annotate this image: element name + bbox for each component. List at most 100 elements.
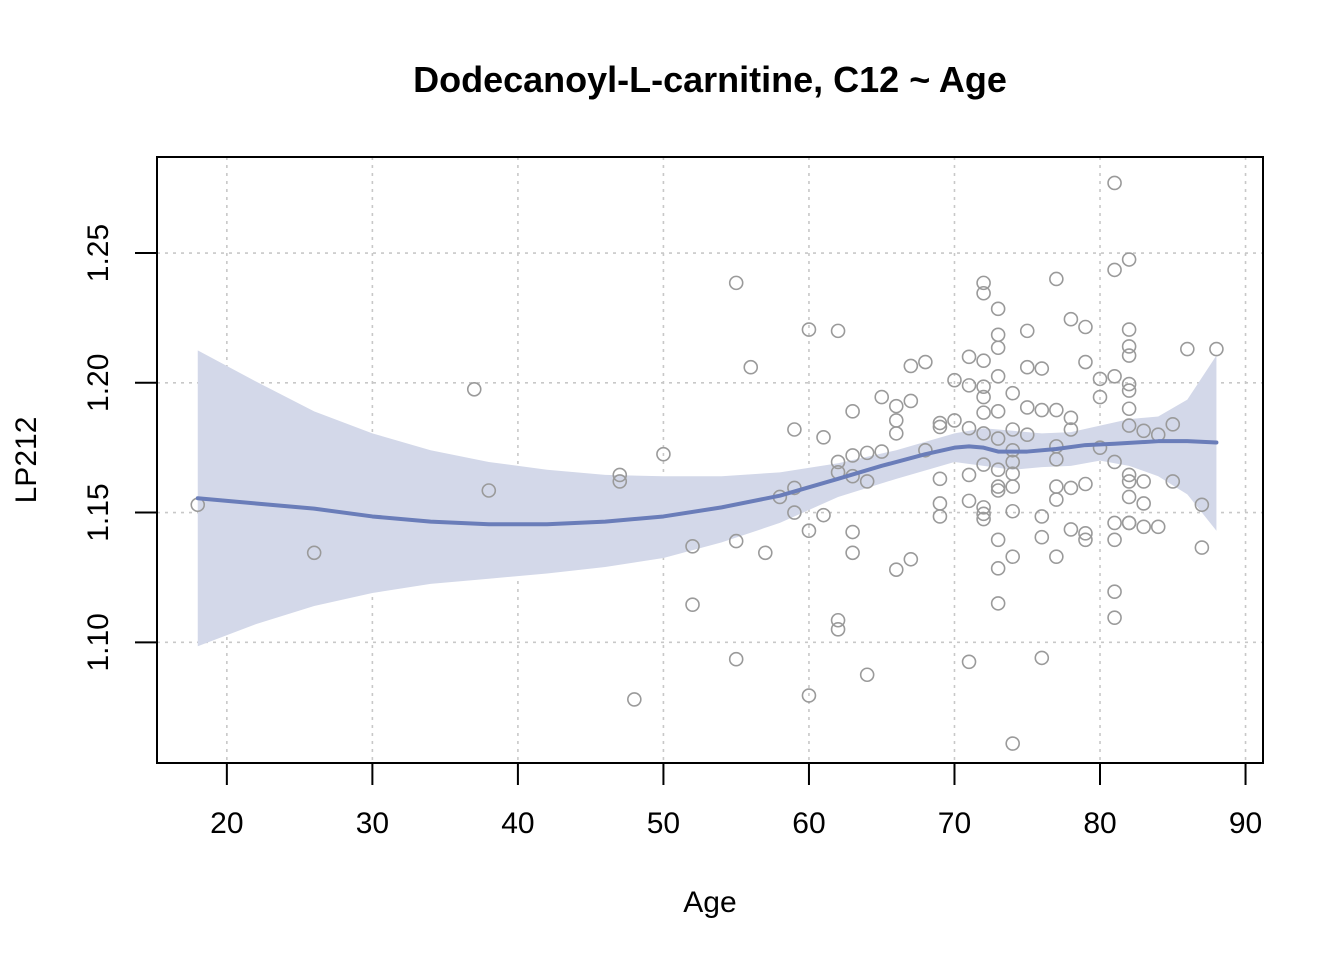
data-point: [656, 446, 671, 462]
data-point: [1049, 271, 1064, 287]
data-point: [990, 596, 1006, 611]
confidence-band: [197, 350, 1217, 647]
x-tick-label: 60: [792, 807, 825, 840]
data-point: [1136, 519, 1151, 535]
data-point: [466, 381, 482, 397]
data-point: [888, 398, 904, 414]
data-point: [1092, 371, 1108, 387]
data-point: [1107, 454, 1122, 470]
x-tick-label: 90: [1229, 807, 1262, 840]
data-point: [1078, 526, 1093, 541]
data-point: [1150, 519, 1166, 535]
y-tick-label: 1.20: [82, 354, 115, 412]
data-point: [1063, 522, 1079, 537]
data-point: [1078, 354, 1093, 370]
data-point: [816, 429, 831, 445]
data-point: [1078, 532, 1093, 548]
data-point: [976, 405, 991, 420]
chart-title: Dodecanoyl-L-carnitine, C12 ~ Age: [413, 59, 1007, 100]
data-point: [1063, 480, 1079, 496]
data-point: [1165, 417, 1181, 432]
y-tick-label: 1.15: [82, 483, 115, 541]
data-point: [757, 545, 773, 561]
x-tick-label: 20: [210, 807, 243, 840]
data-point: [1107, 584, 1122, 600]
data-point: [990, 479, 1006, 494]
data-point: [1063, 311, 1079, 327]
data-point: [612, 474, 628, 489]
data-point: [1049, 549, 1064, 564]
data-point: [801, 688, 817, 703]
data-point: [976, 275, 991, 291]
data-point: [888, 426, 904, 441]
data-point: [1107, 515, 1122, 531]
x-tick-label: 80: [1083, 807, 1116, 840]
data-point: [1180, 341, 1195, 357]
data-point: [728, 651, 744, 667]
y-axis-label: LP212: [10, 417, 43, 504]
data-point: [961, 467, 977, 483]
data-point: [1107, 262, 1122, 278]
data-point: [990, 340, 1006, 356]
data-point: [1121, 376, 1137, 392]
data-point: [1034, 650, 1050, 666]
data-point: [801, 322, 817, 337]
data-point: [1019, 323, 1035, 339]
data-point: [961, 378, 977, 393]
y-tick-label: 1.10: [82, 613, 115, 671]
x-tick-label: 70: [938, 807, 971, 840]
data-point: [1209, 341, 1224, 357]
y-tick-label: 1.25: [82, 224, 115, 282]
x-axis: 20 30 40 50 60 70 80 90: [210, 762, 1262, 840]
data-point: [1063, 410, 1079, 426]
data-point: [1121, 489, 1137, 505]
data-point: [1107, 175, 1122, 191]
data-point: [1121, 418, 1137, 433]
data-point: [932, 496, 948, 511]
data-point: [990, 404, 1006, 419]
data-point: [481, 483, 497, 498]
grid-lines: [157, 157, 1263, 763]
data-point: [947, 372, 962, 388]
data-point: [801, 523, 817, 539]
data-point: [976, 506, 991, 522]
data-point: [1107, 532, 1122, 548]
data-point: [1136, 423, 1151, 439]
data-point: [859, 445, 875, 461]
data-point: [1107, 369, 1122, 384]
data-point: [888, 562, 904, 577]
data-point: [1194, 540, 1210, 555]
data-point: [787, 505, 802, 520]
data-point: [976, 285, 991, 301]
data-point: [787, 422, 802, 437]
data-point: [932, 509, 948, 524]
data-point: [1019, 427, 1035, 442]
data-point: [1092, 440, 1108, 455]
data-point: [961, 493, 977, 509]
data-point: [903, 358, 919, 374]
data-point: [1121, 401, 1137, 417]
data-point: [932, 419, 948, 435]
data-point: [888, 413, 904, 428]
data-point: [990, 301, 1006, 317]
data-point: [1136, 496, 1151, 511]
x-tick-label: 30: [356, 807, 389, 840]
data-point: [728, 533, 744, 549]
data-point: [1107, 610, 1122, 625]
data-point: [685, 538, 700, 554]
data-point: [1005, 479, 1020, 494]
x-tick-label: 50: [647, 807, 680, 840]
data-point: [1121, 252, 1137, 267]
data-point: [976, 353, 991, 369]
data-point: [845, 404, 860, 419]
data-point: [874, 444, 890, 459]
x-tick-label: 40: [501, 807, 534, 840]
data-point: [990, 532, 1006, 548]
data-point: [1121, 467, 1137, 483]
data-point: [1136, 474, 1151, 489]
data-point: [961, 349, 977, 365]
data-point: [1121, 339, 1137, 354]
data-point: [830, 622, 846, 637]
data-point: [612, 467, 628, 483]
